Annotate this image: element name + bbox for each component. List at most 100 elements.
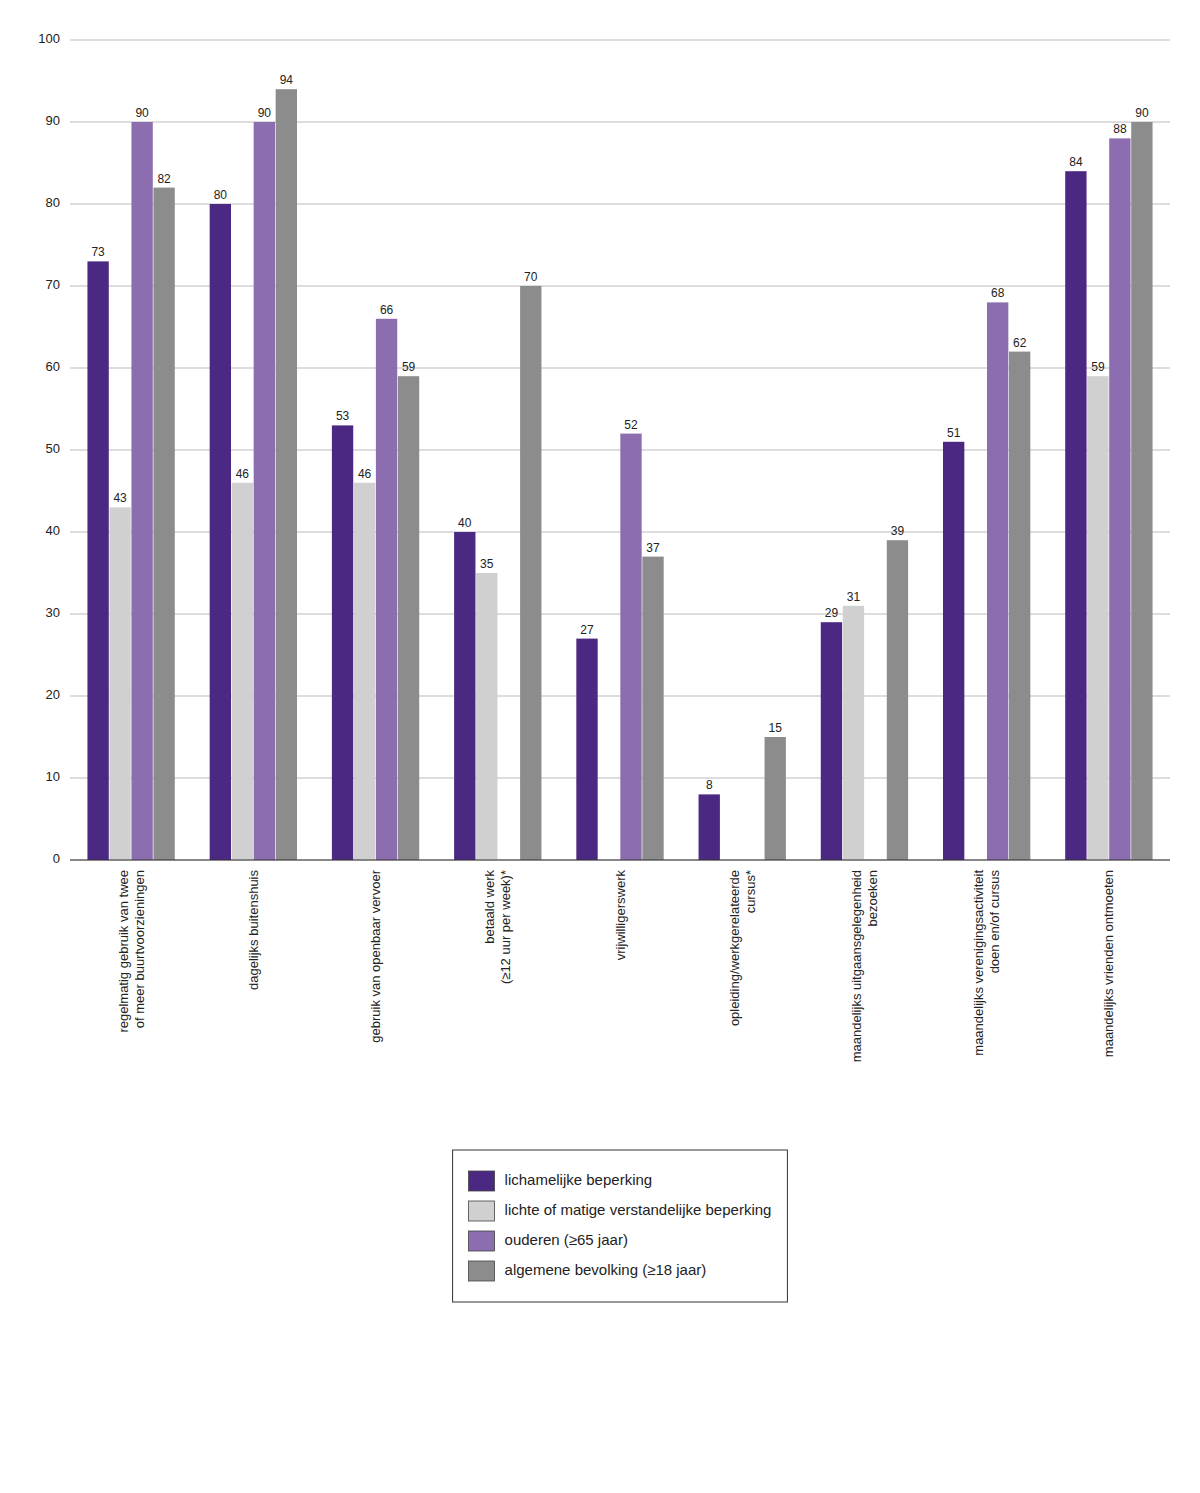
- x-tick-label: vrijwilligerswerk: [613, 870, 628, 961]
- data-label: 90: [1135, 106, 1149, 120]
- data-labels: 73 80 53 40 27 8 29 51 84 43 46 46 35 31 59 90 90 66 52 68 8…: [91, 73, 1148, 792]
- data-label: 90: [258, 106, 272, 120]
- bar: [987, 302, 1008, 860]
- y-tick-label: 50: [46, 441, 60, 456]
- data-label: 68: [991, 286, 1005, 300]
- legend-swatch: [469, 1201, 495, 1221]
- legend-label: algemene bevolking (≥18 jaar): [505, 1261, 707, 1278]
- data-label: 53: [336, 409, 350, 423]
- bar: [642, 557, 663, 860]
- data-label: 70: [524, 270, 538, 284]
- data-label: 43: [113, 491, 127, 505]
- bar: [131, 122, 152, 860]
- bar: [354, 483, 375, 860]
- data-label: 27: [580, 623, 594, 637]
- x-tick-label: regelmatig gebruik van tweeof meer buurt…: [116, 870, 147, 1033]
- grid-line: [70, 40, 1170, 41]
- bar: [821, 622, 842, 860]
- bar: [1131, 122, 1152, 860]
- x-tick-label: opleiding/werkgerelateerdecursus*: [727, 870, 758, 1026]
- bar: [620, 434, 641, 860]
- bar: [765, 737, 786, 860]
- legend-label: lichamelijke beperking: [505, 1171, 653, 1188]
- data-label: 31: [847, 590, 861, 604]
- bar: [109, 507, 130, 860]
- legend-label: lichte of matige verstandelijke beperkin…: [505, 1201, 772, 1218]
- y-tick-label: 100: [38, 31, 60, 46]
- bar: [254, 122, 275, 860]
- bar: [476, 573, 497, 860]
- x-tick-label: gebruik van openbaar vervoer: [368, 869, 383, 1042]
- legend-swatch: [469, 1171, 495, 1191]
- data-label: 59: [1091, 360, 1105, 374]
- bar: [276, 89, 297, 860]
- bar: [943, 442, 964, 860]
- legend-frame: [453, 1150, 788, 1302]
- y-tick-label: 60: [46, 359, 60, 374]
- data-label: 88: [1113, 122, 1127, 136]
- data-label: 90: [135, 106, 149, 120]
- bar: [699, 794, 720, 860]
- y-tick-label: 70: [46, 277, 60, 292]
- data-label: 59: [402, 360, 416, 374]
- bar: [1087, 376, 1108, 860]
- x-tick-labels: regelmatig gebruik van tweeof meer buurt…: [116, 869, 1117, 1062]
- x-tick-label: betaald werk(≥12 uur per week)*: [482, 870, 513, 985]
- bar: [843, 606, 864, 860]
- grid-line: [70, 860, 1170, 861]
- bar: [153, 188, 174, 860]
- legend-swatch: [469, 1231, 495, 1251]
- y-tick-label: 40: [46, 523, 60, 538]
- bar: [520, 286, 541, 860]
- bar: [232, 483, 253, 860]
- data-label: 52: [624, 418, 638, 432]
- grid-line: [70, 122, 1170, 123]
- grid-line: [70, 204, 1170, 205]
- data-label: 94: [280, 73, 294, 87]
- chart-container: 0 10 20 30 40 50 60 70 80 90 100 73 80 53 40 27 8 29 51 84 4…: [0, 0, 1200, 1493]
- bar: [1009, 352, 1030, 860]
- data-label: 84: [1069, 155, 1083, 169]
- y-tick-label: 30: [46, 605, 60, 620]
- bar: [332, 425, 353, 860]
- data-label: 66: [380, 303, 394, 317]
- x-tick-label: maandelijks uitgaansgelegenheidbezoeken: [849, 870, 880, 1062]
- grid: [70, 40, 1170, 860]
- data-label: 51: [947, 426, 961, 440]
- y-tick-label: 10: [46, 769, 60, 784]
- data-label: 73: [91, 245, 105, 259]
- bar: [87, 261, 108, 860]
- chart-svg: 0 10 20 30 40 50 60 70 80 90 100 73 80 53 40 27 8 29 51 84 4…: [0, 0, 1200, 1493]
- y-tick-label: 90: [46, 113, 60, 128]
- x-tick-label: maandelijks vrienden ontmoeten: [1101, 870, 1116, 1057]
- data-label: 35: [480, 557, 494, 571]
- data-label: 80: [214, 188, 228, 202]
- data-label: 62: [1013, 336, 1027, 350]
- bar: [376, 319, 397, 860]
- bar: [887, 540, 908, 860]
- data-label: 40: [458, 516, 472, 530]
- legend-label: ouderen (≥65 jaar): [505, 1231, 628, 1248]
- x-tick-label: dagelijks buitenshuis: [246, 870, 261, 990]
- y-tick-label: 20: [46, 687, 60, 702]
- data-label: 46: [358, 467, 372, 481]
- y-tick-label: 0: [53, 851, 60, 866]
- grid-line: [70, 286, 1170, 287]
- bars: [87, 89, 1152, 860]
- bar: [1109, 138, 1130, 860]
- bar: [398, 376, 419, 860]
- data-label: 8: [706, 778, 713, 792]
- legend: lichamelijke beperking lichte of matige v…: [453, 1150, 788, 1302]
- x-axis-line: [70, 859, 1170, 860]
- data-label: 82: [157, 172, 171, 186]
- y-tick-labels: 0 10 20 30 40 50 60 70 80 90 100: [38, 31, 60, 866]
- data-label: 15: [769, 721, 783, 735]
- bar: [1065, 171, 1086, 860]
- y-tick-label: 80: [46, 195, 60, 210]
- legend-swatch: [469, 1261, 495, 1281]
- bar: [210, 204, 231, 860]
- data-label: 37: [646, 541, 660, 555]
- data-label: 29: [825, 606, 839, 620]
- data-label: 39: [891, 524, 905, 538]
- data-label: 46: [236, 467, 250, 481]
